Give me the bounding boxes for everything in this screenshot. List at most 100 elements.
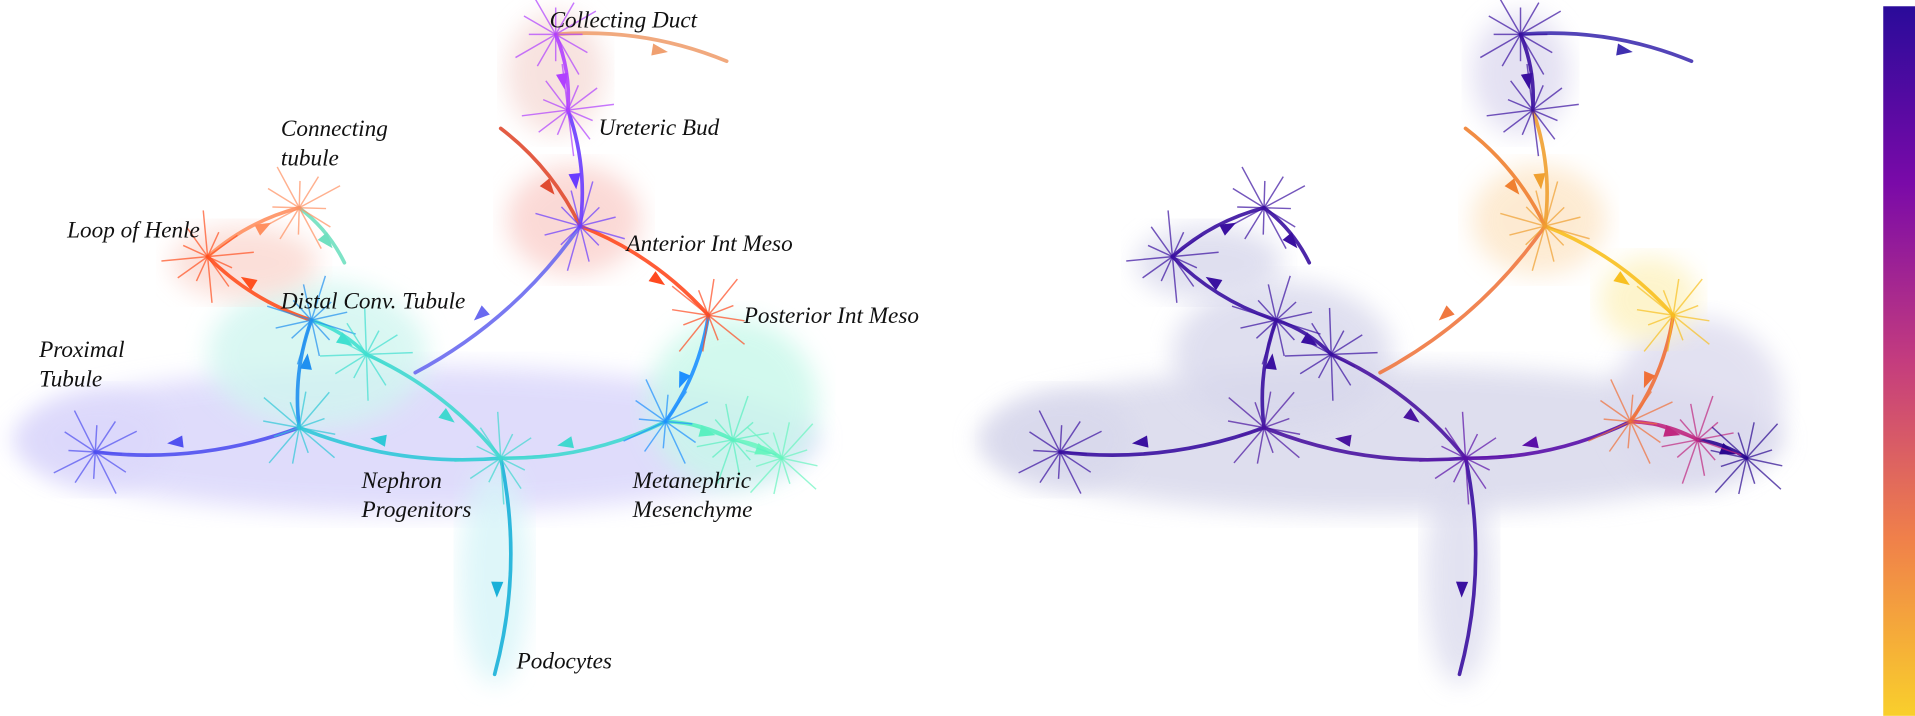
branch (1059, 421, 1081, 453)
branch (1745, 457, 1782, 490)
branch (1263, 185, 1306, 209)
branch (1479, 33, 1521, 59)
branch (500, 433, 514, 459)
branch (195, 256, 209, 282)
branch (732, 395, 749, 441)
branch (1233, 427, 1265, 464)
branch (579, 225, 625, 240)
branch (1238, 426, 1265, 438)
branch (1057, 451, 1061, 479)
trajectory-edge (1463, 126, 1547, 228)
branch (1254, 402, 1265, 428)
branch (319, 353, 367, 357)
branch (1520, 10, 1562, 35)
branch (1275, 319, 1285, 357)
trajectory-arrow (1131, 435, 1149, 448)
branch (542, 98, 569, 111)
branch (298, 427, 309, 454)
trajectory-edge (1543, 224, 1676, 318)
branch (1636, 285, 1674, 316)
branch (1676, 439, 1699, 458)
labels: Collecting Duct Ureteric Bud Connecting tub… (38, 7, 919, 674)
cell-cloud (1425, 464, 1494, 685)
branch (310, 301, 332, 321)
branch (1059, 425, 1063, 453)
branch (1255, 319, 1277, 339)
branch (1588, 420, 1631, 442)
trajectory-arrow (539, 178, 555, 195)
branch (1263, 207, 1296, 228)
branch (1745, 422, 1755, 459)
branch (662, 421, 667, 449)
branch (94, 451, 117, 494)
branch (291, 427, 300, 464)
branch (1299, 353, 1332, 375)
branch (298, 185, 341, 209)
branch (310, 319, 321, 357)
branch (1263, 391, 1272, 428)
branch (781, 457, 817, 490)
branch (1263, 427, 1274, 454)
branch (1629, 394, 1634, 422)
branch (1544, 206, 1565, 227)
trajectory-edge (413, 224, 582, 375)
branch (732, 439, 741, 476)
branch (781, 449, 808, 459)
cell-cloud (989, 390, 1136, 489)
branch (561, 63, 569, 111)
trajectory-arrow (438, 408, 455, 423)
branch (1444, 427, 1467, 459)
branch (1629, 421, 1651, 464)
branch (1710, 449, 1747, 459)
trajectory-arrow (679, 371, 691, 389)
branch (707, 314, 719, 341)
trajectory-arrow (557, 436, 574, 449)
branch (1681, 439, 1699, 484)
branch (1531, 225, 1546, 271)
branch (1029, 431, 1061, 453)
branch (702, 315, 710, 352)
branch (1284, 353, 1332, 357)
branch (1544, 181, 1559, 227)
branch (579, 206, 600, 227)
branch (311, 311, 348, 321)
branch (555, 33, 580, 75)
branch (1647, 314, 1674, 326)
branch (725, 403, 734, 440)
branch (1276, 311, 1313, 321)
branch (1603, 418, 1631, 423)
cell-cloud (1135, 226, 1283, 300)
branch (53, 451, 96, 474)
branch (1600, 399, 1631, 423)
branch (1673, 314, 1710, 322)
branch (289, 402, 300, 428)
trajectory-edge (1262, 205, 1312, 265)
branch (1519, 33, 1545, 75)
branch (635, 399, 667, 423)
branch (1172, 234, 1203, 258)
branch (1501, 33, 1522, 67)
branch (1464, 458, 1470, 505)
branch (623, 420, 666, 442)
branch (1711, 426, 1747, 459)
branch (1059, 430, 1102, 453)
trajectory-edge (297, 205, 347, 265)
branch (1720, 457, 1747, 468)
cell-type-label: Podocytes (516, 649, 612, 675)
trajectory-edge (553, 31, 729, 64)
branch (1690, 403, 1699, 440)
branch (1629, 391, 1653, 422)
branch (263, 396, 300, 429)
branch (714, 419, 734, 441)
branch (1172, 251, 1219, 258)
branch (298, 427, 336, 459)
branch (1276, 319, 1321, 335)
branch (1330, 330, 1345, 355)
branch (1521, 109, 1534, 136)
branch (1263, 207, 1287, 249)
branch (1033, 449, 1061, 453)
branch (94, 421, 117, 453)
branch (1672, 278, 1703, 316)
branch (1171, 256, 1178, 303)
